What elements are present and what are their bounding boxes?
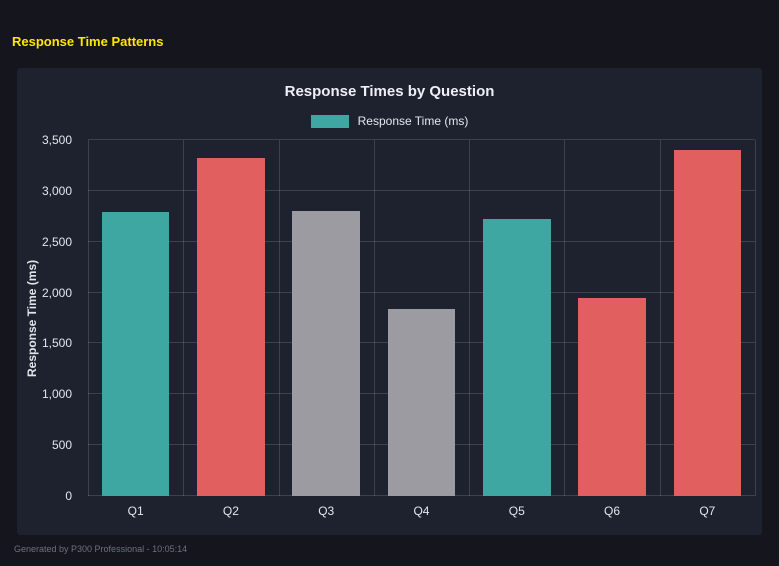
bar-slot-q3 <box>279 140 374 496</box>
h-gridline <box>88 240 755 242</box>
chart-card: Response Times by Question Response Time… <box>17 68 762 535</box>
x-tick-label-q2: Q2 <box>222 504 239 518</box>
y-tick-label: 2,000 <box>41 285 72 300</box>
v-gridline <box>183 140 185 496</box>
x-tick-label-q1: Q1 <box>127 504 144 518</box>
x-tick-label-q6: Q6 <box>604 504 621 518</box>
y-tick-label: 3,500 <box>41 133 72 147</box>
v-gridline <box>755 140 756 496</box>
page-title: Response Time Patterns <box>12 34 164 49</box>
v-gridline <box>373 140 375 496</box>
y-tick-label: 500 <box>51 438 72 453</box>
bar-slot-q7 <box>660 140 755 496</box>
bar-slot-q1 <box>88 140 183 496</box>
plot-area <box>88 139 756 496</box>
h-gridline <box>88 291 755 293</box>
y-tick-label: 3,000 <box>41 183 72 198</box>
footer-note: Generated by P300 Professional - 10:05:1… <box>14 544 188 554</box>
y-tick-label: 1,000 <box>41 387 72 402</box>
bar-slot-q4 <box>374 140 469 496</box>
bar-slot-q6 <box>564 140 659 496</box>
bar-q6[interactable] <box>578 297 646 496</box>
bars-container <box>88 140 755 496</box>
y-tick-label: 0 <box>65 489 72 503</box>
bar-q5[interactable] <box>482 219 551 496</box>
y-tick-label: 2,500 <box>41 234 72 249</box>
bar-q2[interactable] <box>197 158 265 496</box>
x-axis-labels: Q1 Q2 Q3 Q4 Q5 Q6 Q7 <box>88 504 755 518</box>
bar-q4[interactable] <box>387 308 456 496</box>
v-gridline <box>88 140 89 496</box>
bar-q7[interactable] <box>673 150 742 496</box>
legend-label: Response Time (ms) <box>357 114 469 128</box>
bar-slot-q2 <box>183 140 278 496</box>
h-gridline <box>88 139 755 140</box>
h-gridline <box>88 189 755 191</box>
y-tick-label: 1,500 <box>41 336 72 351</box>
v-gridline <box>469 140 471 496</box>
x-tick-label-q3: Q3 <box>318 504 335 518</box>
x-tick-label-q4: Q4 <box>413 504 430 518</box>
legend-item[interactable]: Response Time (ms) <box>17 114 762 128</box>
legend-swatch-icon <box>310 114 349 128</box>
bar-slot-q5 <box>469 140 564 496</box>
x-tick-label-q5: Q5 <box>508 504 525 518</box>
v-gridline <box>564 140 566 496</box>
v-gridline <box>659 140 661 496</box>
bar-q1[interactable] <box>101 212 170 496</box>
y-axis-ticks: 0 500 1,000 1,500 2,000 2,500 3,000 3,500 <box>17 133 80 503</box>
chart-title: Response Times by Question <box>284 83 495 100</box>
bar-q3[interactable] <box>292 211 361 496</box>
x-tick-label-q7: Q7 <box>699 504 716 518</box>
v-gridline <box>278 140 280 496</box>
